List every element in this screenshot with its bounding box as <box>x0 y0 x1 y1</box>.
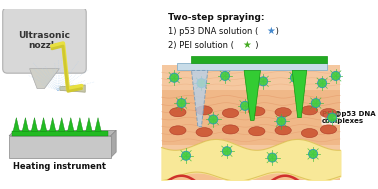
Polygon shape <box>244 70 260 120</box>
Polygon shape <box>95 118 101 131</box>
Ellipse shape <box>196 106 212 115</box>
Polygon shape <box>292 70 307 118</box>
Text: ): ) <box>249 40 258 50</box>
Text: ): ) <box>273 27 279 36</box>
Ellipse shape <box>320 125 337 134</box>
Polygon shape <box>59 118 65 131</box>
Circle shape <box>170 73 179 82</box>
Ellipse shape <box>170 126 186 135</box>
Ellipse shape <box>249 127 265 136</box>
Bar <box>9 136 111 158</box>
Ellipse shape <box>196 128 212 137</box>
Circle shape <box>331 71 340 81</box>
FancyBboxPatch shape <box>3 8 86 73</box>
Circle shape <box>318 79 327 88</box>
Polygon shape <box>22 118 29 131</box>
Ellipse shape <box>301 106 318 115</box>
Polygon shape <box>13 118 20 131</box>
Circle shape <box>290 73 299 82</box>
Circle shape <box>268 153 277 162</box>
Bar <box>161 90 340 145</box>
Polygon shape <box>192 70 208 127</box>
Circle shape <box>259 77 268 86</box>
Polygon shape <box>86 118 92 131</box>
Ellipse shape <box>301 129 318 138</box>
Bar <box>177 63 327 70</box>
Polygon shape <box>31 118 38 131</box>
Ellipse shape <box>249 107 265 116</box>
Ellipse shape <box>275 108 291 117</box>
Circle shape <box>181 151 191 160</box>
Ellipse shape <box>320 108 337 118</box>
Text: ★: ★ <box>266 26 275 36</box>
Ellipse shape <box>170 108 186 117</box>
Circle shape <box>240 101 249 110</box>
Circle shape <box>220 71 229 81</box>
Polygon shape <box>29 69 59 89</box>
Text: 2) PEI solution (: 2) PEI solution ( <box>168 40 234 50</box>
Circle shape <box>222 147 231 156</box>
Polygon shape <box>50 118 56 131</box>
Circle shape <box>177 99 186 108</box>
Polygon shape <box>60 85 85 92</box>
Circle shape <box>308 149 318 159</box>
Text: Ultrasonic
nozzle: Ultrasonic nozzle <box>19 31 70 50</box>
Polygon shape <box>68 118 74 131</box>
Bar <box>161 174 340 180</box>
Circle shape <box>209 115 218 124</box>
Circle shape <box>197 79 206 88</box>
Ellipse shape <box>275 126 291 135</box>
Polygon shape <box>40 118 47 131</box>
Circle shape <box>277 117 286 126</box>
Circle shape <box>311 99 320 108</box>
Text: Heating instrument: Heating instrument <box>13 162 106 171</box>
Bar <box>12 131 108 136</box>
Circle shape <box>328 113 337 122</box>
Text: Two-step spraying:: Two-step spraying: <box>168 13 264 22</box>
Text: ★: ★ <box>242 40 251 50</box>
Polygon shape <box>77 118 83 131</box>
Polygon shape <box>111 130 116 158</box>
Bar <box>161 65 340 180</box>
Text: 1) p53 DNA solution (: 1) p53 DNA solution ( <box>168 27 258 36</box>
Polygon shape <box>9 130 116 136</box>
Ellipse shape <box>222 108 239 118</box>
Ellipse shape <box>222 125 239 134</box>
Text: PEI@p53 DNA
complexes: PEI@p53 DNA complexes <box>322 111 376 124</box>
Bar <box>191 56 327 63</box>
